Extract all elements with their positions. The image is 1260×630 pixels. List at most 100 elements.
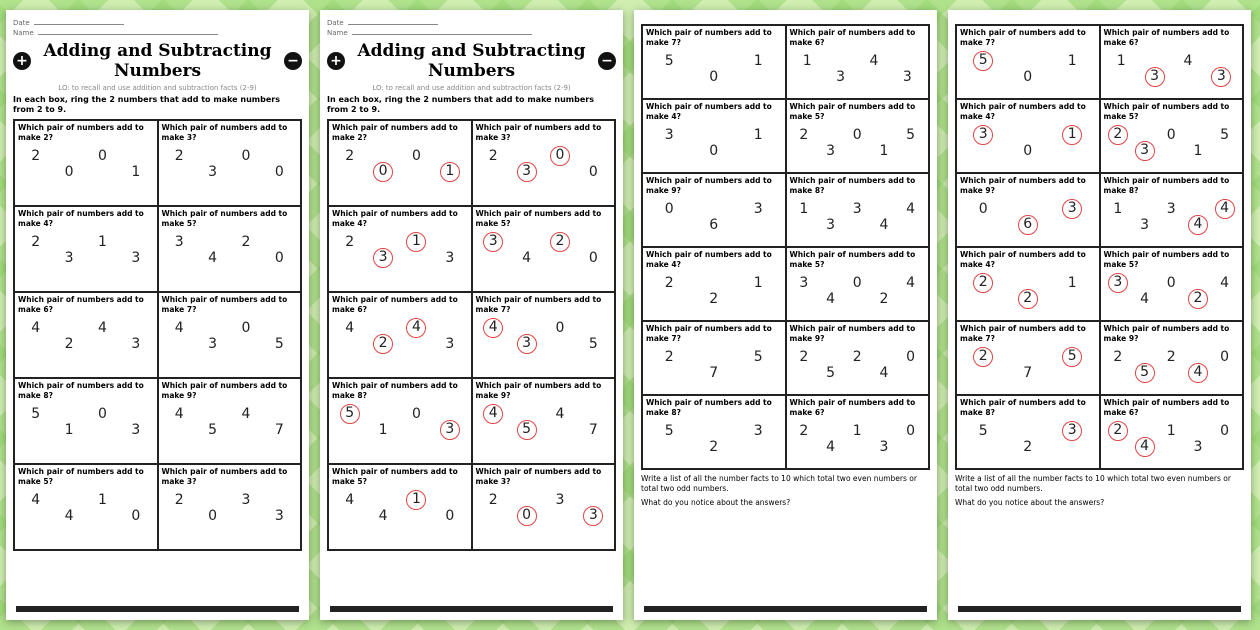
question-text: Which pair of numbers add to make 2? bbox=[332, 123, 458, 142]
circled-number: 3 bbox=[516, 162, 537, 182]
number-option: 2 bbox=[241, 234, 251, 250]
number-option: 4 bbox=[174, 320, 184, 336]
question-text: Which pair of numbers add to make 6? bbox=[789, 28, 916, 47]
question-box: Which pair of numbers add to make 8? 5 2 3 bbox=[956, 395, 1100, 469]
question-box: Which pair of numbers add to make 8? 1 3 3 4… bbox=[785, 173, 929, 247]
question-box: Which pair of numbers add to make 5? 4 4 1 0 bbox=[328, 464, 472, 550]
number-options: 1 3 4 3 bbox=[787, 49, 929, 87]
number-options: 5 0 1 bbox=[957, 49, 1099, 87]
number-option: 5 bbox=[664, 53, 674, 69]
circled-number: 5 bbox=[973, 51, 994, 71]
worksheet-title: Adding and Subtracting Numbers bbox=[43, 41, 272, 81]
number-option: 2 bbox=[799, 127, 809, 143]
number-option: 5 bbox=[208, 422, 218, 438]
number-options: 2 4 1 3 0 bbox=[787, 419, 929, 457]
number-options: 2 7 5 bbox=[643, 345, 785, 383]
number-option: 1 bbox=[1067, 53, 1077, 69]
question-text: Which pair of numbers add to make 6? bbox=[1103, 28, 1230, 47]
number-option: 4 bbox=[1183, 53, 1193, 69]
number-option: 1 bbox=[131, 164, 141, 180]
number-option: 0 bbox=[852, 127, 862, 143]
circled-number: 4 bbox=[483, 404, 504, 424]
number-option: 0 bbox=[97, 148, 107, 164]
question-text: Which pair of numbers add to make 9? bbox=[789, 324, 916, 343]
question-text: Which pair of numbers add to make 5? bbox=[1103, 250, 1230, 269]
number-option: 0 bbox=[852, 275, 862, 291]
number-option: 2 bbox=[345, 234, 355, 250]
circled-number: 5 bbox=[516, 420, 537, 440]
question-box: Which pair of numbers add to make 5? 2 3 0 1… bbox=[785, 99, 929, 173]
number-option: 3 bbox=[852, 201, 862, 217]
number-option: 0 bbox=[555, 320, 565, 336]
number-option: 2 bbox=[488, 148, 498, 164]
number-option: 0 bbox=[97, 406, 107, 422]
question-text: Which pair of numbers add to make 9? bbox=[960, 176, 1086, 195]
circled-number: 4 bbox=[406, 318, 427, 338]
number-options: 0 6 3 bbox=[957, 197, 1099, 235]
worksheet-page: Date Name + Adding and Subtracting Numbers −… bbox=[320, 10, 623, 620]
number-options: 5 1 0 3 bbox=[329, 402, 471, 440]
question-box: Which pair of numbers add to make 4? 3 0 1 bbox=[642, 99, 786, 173]
number-option: 1 bbox=[799, 201, 809, 217]
circled-number: 1 bbox=[406, 490, 427, 510]
name-field: Name bbox=[327, 28, 616, 38]
question-text: Which pair of numbers add to make 5? bbox=[161, 209, 288, 228]
worksheet-title: Adding and Subtracting Numbers bbox=[357, 41, 586, 81]
circled-number: 5 bbox=[1134, 363, 1155, 383]
question-grid: Which pair of numbers add to make 2? 2 0 0 1… bbox=[13, 119, 302, 551]
number-option: 3 bbox=[131, 336, 141, 352]
learning-objective: LO: to recall and use addition and subtr… bbox=[58, 84, 257, 92]
number-options: 0 6 3 bbox=[643, 197, 785, 235]
question-text: Which pair of numbers add to make 5? bbox=[789, 102, 916, 121]
number-option: 1 bbox=[1067, 275, 1077, 291]
circled-number: 5 bbox=[339, 404, 360, 424]
date-label: Date bbox=[327, 19, 344, 27]
question-text: Which pair of numbers add to make 8? bbox=[18, 381, 144, 400]
question-box: Which pair of numbers add to make 6? 4 2 4 3 bbox=[14, 292, 158, 378]
number-option: 5 bbox=[588, 336, 598, 352]
number-option: 2 bbox=[345, 148, 355, 164]
number-option: 1 bbox=[802, 53, 812, 69]
question-box: Which pair of numbers add to make 5? 3 4 2 0 bbox=[157, 206, 301, 292]
number-option: 4 bbox=[826, 291, 835, 307]
number-options: 4 4 1 0 bbox=[15, 488, 157, 526]
question-box: Which pair of numbers add to make 2? 2 0 0 1 bbox=[14, 120, 158, 206]
number-option: 3 bbox=[445, 250, 455, 266]
number-option: 4 bbox=[345, 492, 355, 508]
number-option: 5 bbox=[1220, 127, 1230, 143]
number-option: 0 bbox=[411, 148, 421, 164]
question-text: Which pair of numbers add to make 5? bbox=[1103, 102, 1230, 121]
number-option: 4 bbox=[906, 275, 916, 291]
number-option: 1 bbox=[753, 127, 763, 143]
number-option: 0 bbox=[1220, 349, 1230, 365]
circled-number: 4 bbox=[483, 318, 504, 338]
number-option: 3 bbox=[826, 217, 835, 233]
question-text: Which pair of numbers add to make 9? bbox=[1103, 324, 1230, 343]
number-options: 5 1 0 3 bbox=[15, 402, 157, 440]
number-option: 0 bbox=[64, 164, 74, 180]
question-box: Which pair of numbers add to make 2? 2 0 0 1 bbox=[328, 120, 472, 206]
number-option: 3 bbox=[131, 422, 141, 438]
number-option: 2 bbox=[31, 148, 41, 164]
number-option: 1 bbox=[97, 234, 107, 250]
number-option: 0 bbox=[906, 349, 916, 365]
question-box: Which pair of numbers add to make 3? 2 3 0 0 bbox=[471, 120, 615, 206]
question-box: Which pair of numbers add to make 6? 1 3 4 3 bbox=[785, 25, 929, 99]
date-label: Date bbox=[13, 19, 30, 27]
circled-number: 0 bbox=[549, 146, 570, 166]
question-box: Which pair of numbers add to make 7? 5 0 1 bbox=[642, 25, 786, 99]
circled-number: 4 bbox=[1214, 199, 1235, 219]
question-box: Which pair of numbers add to make 8? 5 1 0 3 bbox=[14, 378, 158, 464]
number-option: 1 bbox=[97, 492, 107, 508]
number-option: 0 bbox=[208, 508, 218, 524]
number-options: 1 3 3 4 4 bbox=[787, 197, 929, 235]
